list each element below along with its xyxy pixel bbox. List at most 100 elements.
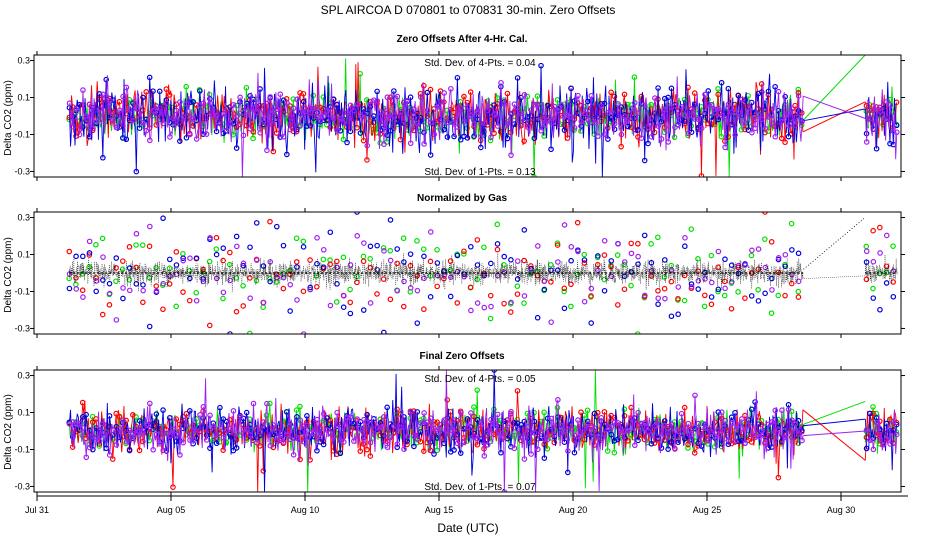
data-point-green bbox=[708, 252, 715, 259]
data-point-green bbox=[547, 262, 554, 268]
data-point-green bbox=[494, 221, 501, 228]
data-point-blue bbox=[220, 416, 227, 422]
data-point-purple bbox=[514, 104, 521, 111]
data-point-purple bbox=[287, 126, 294, 133]
data-point-purple bbox=[70, 419, 76, 425]
data-point-purple bbox=[621, 428, 628, 434]
data-point-purple bbox=[237, 94, 243, 101]
data-point-purple bbox=[468, 112, 474, 119]
data-point-purple bbox=[887, 441, 893, 447]
data-point-purple bbox=[581, 425, 588, 431]
data-point-blue bbox=[304, 413, 310, 419]
data-point-purple bbox=[873, 104, 880, 110]
data-point-purple bbox=[126, 107, 133, 113]
data-point-purple bbox=[504, 424, 511, 431]
data-point-red bbox=[775, 474, 782, 481]
data-point-blue bbox=[163, 97, 170, 103]
data-point-blue bbox=[883, 280, 890, 286]
data-point-blue bbox=[742, 97, 748, 103]
data-point-purple bbox=[247, 432, 253, 438]
data-point-purple bbox=[427, 119, 434, 126]
data-point-purple bbox=[769, 287, 775, 293]
data-point-blue bbox=[471, 430, 477, 437]
data-point-green bbox=[715, 288, 721, 295]
data-point-purple bbox=[591, 425, 598, 431]
data-point-blue bbox=[76, 101, 83, 108]
data-point-purple bbox=[775, 88, 782, 95]
data-point-blue bbox=[698, 443, 705, 449]
data-point-blue bbox=[538, 62, 544, 69]
data-point-red bbox=[795, 294, 802, 300]
data-point-blue bbox=[615, 436, 621, 443]
data-point-purple bbox=[635, 409, 641, 416]
data-point-purple bbox=[581, 298, 588, 305]
data-point-red bbox=[795, 89, 802, 96]
data-point-red bbox=[183, 410, 190, 417]
data-point-red bbox=[792, 102, 798, 109]
data-point-purple bbox=[451, 116, 457, 123]
data-point-red bbox=[257, 443, 263, 449]
data-point-blue bbox=[300, 98, 307, 105]
data-point-green bbox=[501, 261, 507, 268]
data-point-red bbox=[267, 218, 273, 225]
data-point-red bbox=[417, 438, 424, 445]
data-point-blue bbox=[708, 294, 715, 300]
data-point-blue bbox=[454, 252, 461, 259]
data-point-red bbox=[501, 300, 507, 307]
data-point-red bbox=[153, 283, 160, 289]
data-point-purple bbox=[545, 436, 551, 443]
data-point-blue bbox=[890, 293, 897, 300]
data-point-blue bbox=[698, 113, 705, 120]
data-point-green bbox=[206, 258, 213, 265]
data-point-purple bbox=[86, 238, 93, 245]
data-point-red bbox=[691, 450, 698, 456]
data-point-blue bbox=[344, 139, 350, 146]
y-ticks: 0.3 0.1 -0.1 -0.3 bbox=[14, 371, 905, 491]
y-tick-label: 0.1 bbox=[17, 93, 30, 103]
data-point-red bbox=[377, 432, 384, 439]
data-point-purple bbox=[86, 101, 93, 108]
data-point-blue bbox=[177, 138, 183, 144]
data-point-purple bbox=[120, 417, 126, 423]
data-point-blue bbox=[474, 262, 481, 268]
data-point-red bbox=[163, 86, 170, 92]
data-point-purple bbox=[745, 109, 752, 115]
data-point-blue bbox=[581, 257, 588, 263]
data-point-purple bbox=[377, 424, 384, 430]
data-point-blue bbox=[454, 74, 461, 81]
data-point-purple bbox=[448, 427, 454, 433]
data-point-purple bbox=[411, 433, 417, 439]
data-point-green bbox=[755, 286, 761, 293]
data-point-purple bbox=[407, 409, 414, 415]
data-point-purple bbox=[675, 284, 682, 290]
data-point-purple bbox=[314, 416, 320, 423]
data-point-purple bbox=[578, 118, 585, 125]
y-tick-label: -0.1 bbox=[14, 129, 30, 139]
data-point-purple bbox=[652, 95, 658, 101]
data-point-blue bbox=[748, 406, 755, 413]
data-point-purple bbox=[304, 108, 310, 115]
data-point-blue bbox=[294, 264, 300, 270]
data-point-red bbox=[601, 409, 608, 415]
panel-title: Final Zero Offsets bbox=[419, 351, 504, 362]
data-point-blue bbox=[434, 260, 441, 266]
data-point-red bbox=[143, 88, 150, 95]
data-point-blue bbox=[595, 253, 601, 259]
data-point-purple bbox=[870, 107, 877, 114]
data-point-purple bbox=[715, 105, 722, 112]
data-point-red bbox=[778, 135, 785, 142]
data-point-blue bbox=[491, 102, 497, 108]
data-point-purple bbox=[702, 425, 708, 432]
data-point-purple bbox=[371, 97, 377, 103]
data-point-purple bbox=[227, 425, 233, 432]
data-point-purple bbox=[877, 436, 883, 443]
data-point-blue bbox=[337, 127, 344, 134]
data-point-blue bbox=[233, 445, 240, 451]
data-point-purple bbox=[120, 93, 126, 100]
data-point-purple bbox=[274, 106, 280, 113]
data-point-purple bbox=[702, 91, 708, 98]
data-point-purple bbox=[789, 106, 795, 112]
data-point-red bbox=[193, 102, 200, 108]
data-point-purple bbox=[611, 419, 618, 425]
data-point-purple bbox=[702, 276, 708, 282]
